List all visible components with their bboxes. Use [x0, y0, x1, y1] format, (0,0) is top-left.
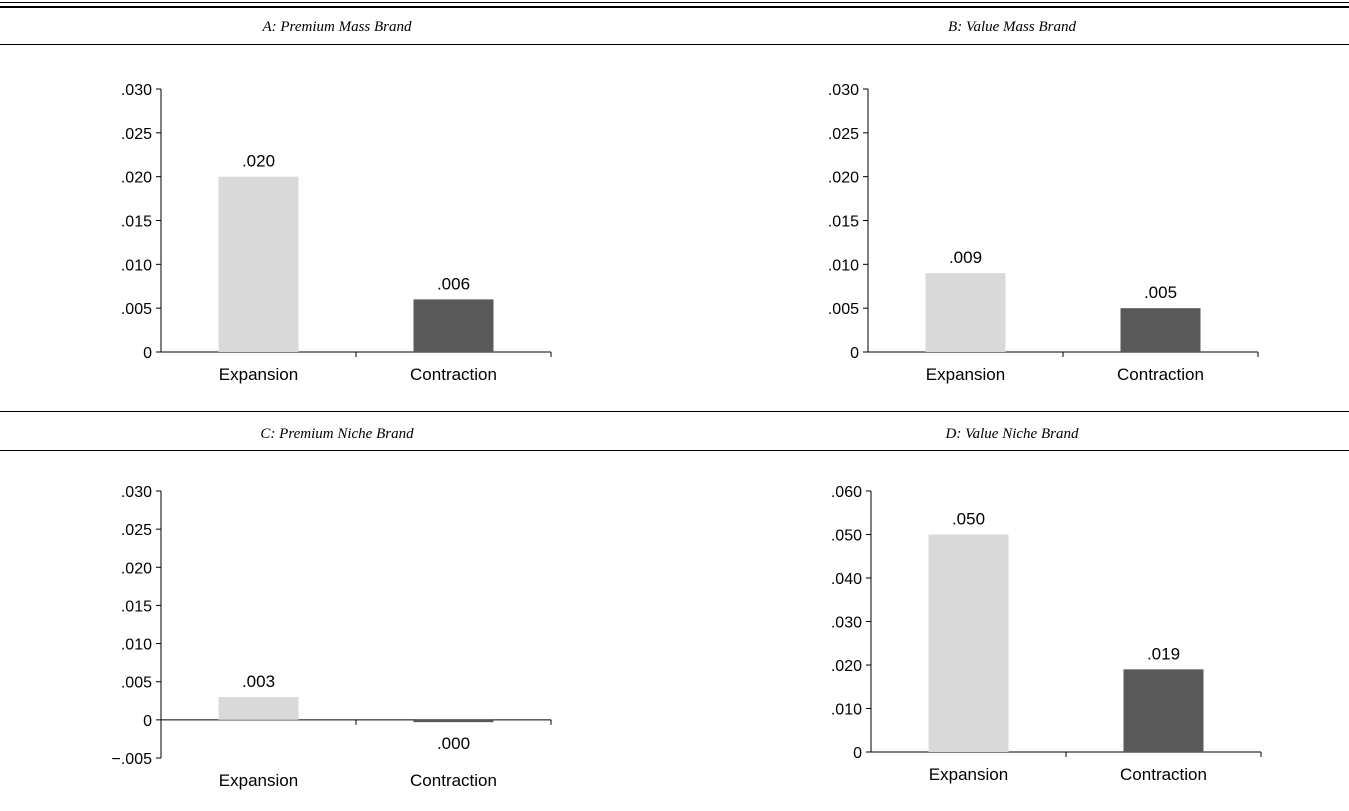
panel-c-value-label-expansion: .003 — [242, 672, 275, 691]
panel-c-d-title-rule — [0, 450, 1349, 451]
panel-b-y-tick-label: .030 — [828, 82, 859, 99]
panel-c-category-label-expansion: Expansion — [219, 771, 298, 790]
panel-c-y-tick-label: .030 — [121, 484, 152, 501]
panel-a-y-tick-label: 0 — [143, 345, 152, 362]
row-divider-rule — [0, 411, 1349, 412]
panel-a-value-label-expansion: .020 — [242, 152, 275, 171]
panel-d-y-tick-label: .030 — [831, 615, 862, 632]
panel-d-bar-contraction — [1123, 669, 1204, 752]
panel-a-b-title-rule — [0, 44, 1349, 45]
panel-b-y-tick-label: .020 — [828, 170, 859, 187]
panel-c-y-tick-label: −.005 — [112, 751, 153, 768]
panel-b-y-tick-label: 0 — [850, 345, 859, 362]
panel-d-y-tick-label: 0 — [853, 745, 862, 762]
panel-b-category-label-contraction: Contraction — [1117, 365, 1204, 384]
panel-b-y-tick-label: .005 — [828, 301, 859, 318]
panel-b-bar-expansion — [925, 273, 1006, 352]
panel-c-title: C: Premium Niche Brand — [260, 426, 414, 442]
panel-a-y-tick-label: .020 — [121, 170, 152, 187]
panel-c-y-tick-label: 0 — [143, 713, 152, 730]
panel-d-y-tick-label: .050 — [831, 528, 862, 545]
panel-c-bar-expansion — [218, 696, 299, 720]
top-double-rule-lower — [0, 6, 1349, 8]
panel-c-y-tick-label: .015 — [121, 598, 152, 615]
panel-d-category-label-expansion: Expansion — [929, 765, 1008, 784]
panel-a-bar-contraction — [413, 299, 494, 352]
panel-b-y-tick-label: .015 — [828, 214, 859, 231]
panel-a-value-label-contraction: .006 — [437, 274, 470, 293]
panel-d-y-tick-label: .060 — [831, 484, 862, 501]
panel-a-bar-expansion — [218, 176, 299, 352]
panel-c-y-tick-label: .020 — [121, 560, 152, 577]
panel-a-y-tick-label: .030 — [121, 82, 152, 99]
panel-c-bar-contraction — [413, 719, 494, 723]
panel-b-y-tick-label: .010 — [828, 257, 859, 274]
panel-b-value-label-expansion: .009 — [949, 248, 982, 267]
panel-c-category-label-contraction: Contraction — [410, 771, 497, 790]
top-double-rule-upper — [0, 2, 1349, 3]
panel-d-y-tick-label: .010 — [831, 702, 862, 719]
panel-a-title: A: Premium Mass Brand — [262, 19, 412, 35]
panel-a-category-label-contraction: Contraction — [410, 365, 497, 384]
panel-c-value-label-contraction: .000 — [437, 734, 470, 753]
panel-d-value-label-expansion: .050 — [952, 510, 985, 529]
panel-b-category-label-expansion: Expansion — [926, 365, 1005, 384]
panel-b-value-label-contraction: .005 — [1144, 283, 1177, 302]
panel-a-y-tick-label: .025 — [121, 126, 152, 143]
panel-d-value-label-contraction: .019 — [1147, 644, 1180, 663]
panel-c-y-tick-label: .025 — [121, 522, 152, 539]
panel-d-category-label-contraction: Contraction — [1120, 765, 1207, 784]
panel-c-y-tick-label: .010 — [121, 637, 152, 654]
panel-a-y-tick-label: .015 — [121, 214, 152, 231]
panel-d-y-tick-label: .040 — [831, 571, 862, 588]
panel-d-title: D: Value Niche Brand — [945, 426, 1079, 442]
panel-a-category-label-expansion: Expansion — [219, 365, 298, 384]
panel-c-y-tick-label: .005 — [121, 675, 152, 692]
panel-d-bar-expansion — [928, 534, 1009, 752]
panel-b-y-tick-label: .025 — [828, 126, 859, 143]
panel-a-y-tick-label: .010 — [121, 257, 152, 274]
panel-b-bar-contraction — [1120, 308, 1201, 352]
panel-d-y-tick-label: .020 — [831, 658, 862, 675]
panel-b-title: B: Value Mass Brand — [948, 19, 1076, 35]
panel-a-y-tick-label: .005 — [121, 301, 152, 318]
